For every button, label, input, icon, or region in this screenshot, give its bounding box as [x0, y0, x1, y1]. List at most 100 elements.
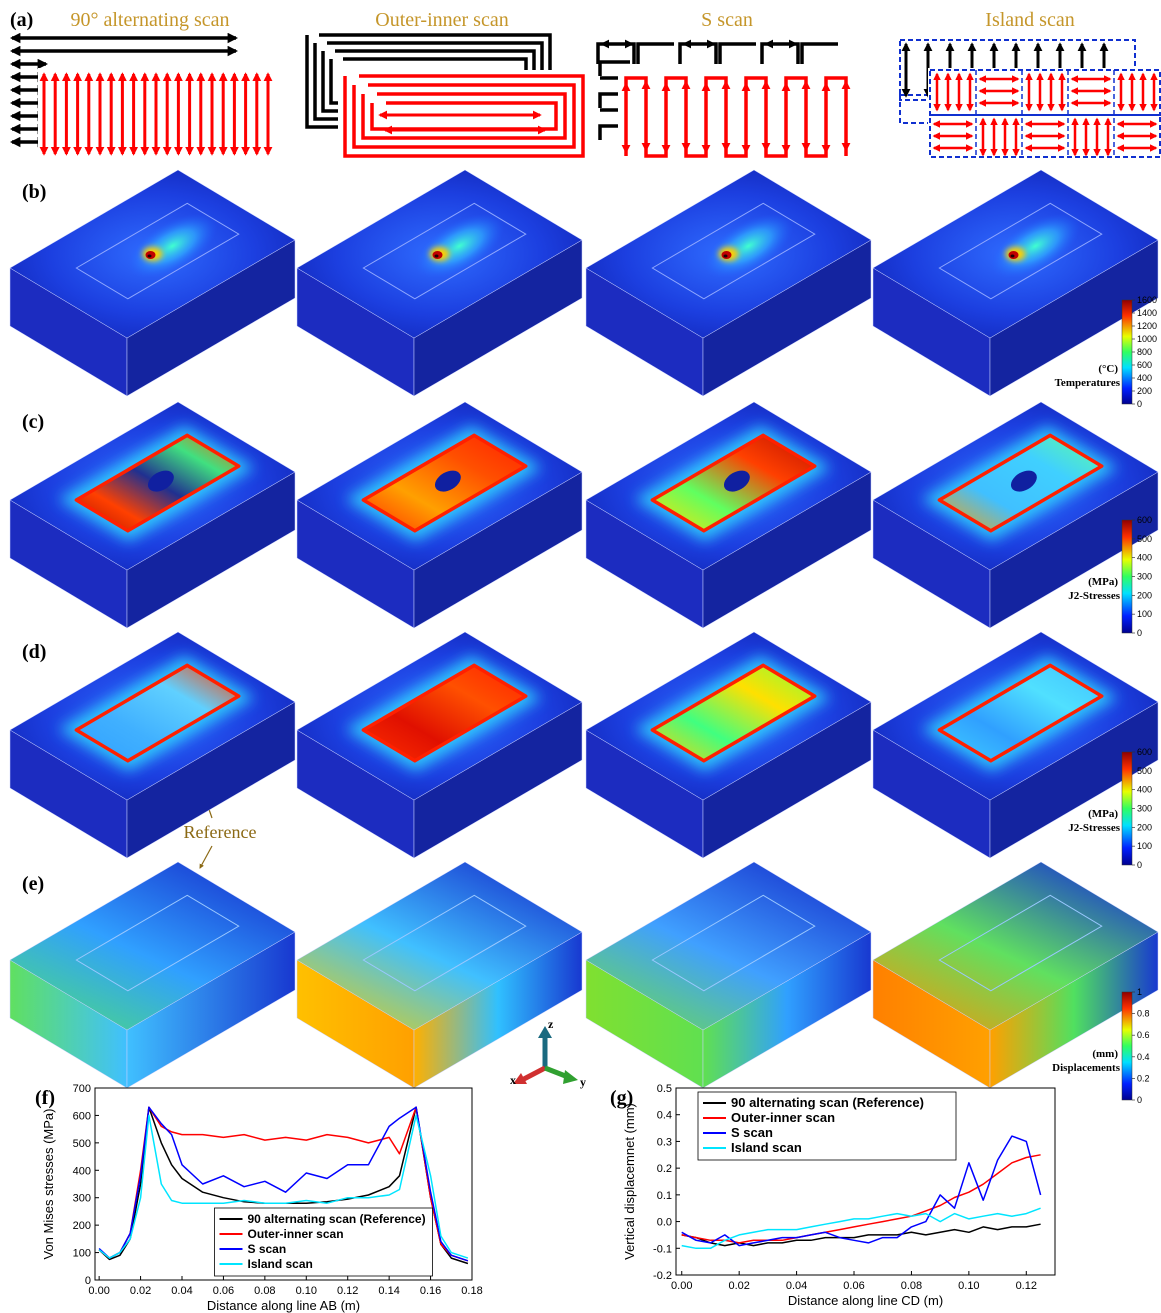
- x-tick-label: 0.14: [378, 1285, 399, 1297]
- colorbar-tick-label: 200: [1137, 590, 1152, 600]
- model-view: [585, 861, 872, 1089]
- x-axis-label: Distance along line CD (m): [788, 1293, 943, 1308]
- model-view: [9, 631, 296, 859]
- triad-x: [520, 1065, 547, 1083]
- colorbar-tick-label: 0: [1137, 399, 1142, 409]
- stress-field: [74, 663, 241, 763]
- print-outline: [75, 894, 240, 992]
- model-view: [296, 401, 583, 629]
- colorbar-tick-label: 0.2: [1137, 1073, 1150, 1083]
- panel-label: (e): [22, 873, 44, 895]
- island-box: [929, 114, 1161, 158]
- colorbar-tick-label: 0: [1137, 1095, 1142, 1105]
- legend-label: Outer-inner scan: [731, 1110, 835, 1125]
- model-view: [872, 401, 1159, 629]
- legend-label: 90 alternating scan (Reference): [731, 1095, 924, 1110]
- print-outline: [362, 894, 527, 992]
- melt-pool-center: [434, 254, 439, 258]
- colorbar-tick-label: 400: [1137, 373, 1152, 383]
- print-outline: [938, 202, 1103, 300]
- colorbar: 0 100 200 300 400 500 600 (MPa) J2-Stresses: [1068, 747, 1152, 870]
- triad-label: z: [548, 1017, 554, 1031]
- triad-x-head: [513, 1073, 527, 1084]
- colorbar-name: Displacements: [1052, 1062, 1121, 1074]
- series-line: [681, 1154, 1041, 1244]
- panel-label: (f): [35, 1087, 55, 1109]
- colorbar-unit: (MPa): [1088, 808, 1118, 820]
- slab-top: [585, 861, 872, 1031]
- colorbar-tick-label: 1200: [1137, 321, 1157, 331]
- panel-a: (a) 90° alternating scan Outer-inner sca…: [10, 9, 1075, 31]
- plot-frame: [675, 1087, 1056, 1276]
- y-tick-label: 0.1: [657, 1190, 672, 1202]
- colorbar-name: J2-Stresses: [1068, 822, 1120, 834]
- colorbar-unit: (MPa): [1088, 576, 1118, 588]
- print-outline: [651, 894, 816, 992]
- triad-y: [544, 1065, 569, 1080]
- y-axis-label: Von Mises stresses (MPa): [41, 1109, 56, 1260]
- colorbar-tick-label: 100: [1137, 609, 1152, 619]
- colorbar-tick-label: 200: [1137, 822, 1152, 832]
- series-line: [98, 1106, 469, 1262]
- legend-box: [214, 1207, 433, 1277]
- stress-field: [937, 663, 1104, 763]
- colorbar: 0 0.2 0.4 0.6 0.8 1 (mm) Displacements: [1052, 987, 1149, 1105]
- y-tick-label: 0.4: [657, 1110, 672, 1122]
- colorbar-tick-label: 300: [1137, 804, 1152, 814]
- melt-spot: [147, 470, 174, 492]
- scan-path: [636, 42, 674, 64]
- legend-label: S scan: [731, 1125, 773, 1140]
- colorbar-unit: (mm): [1092, 1048, 1118, 1060]
- y-tick-label: 100: [73, 1248, 91, 1260]
- x-tick-label: 0.10: [958, 1280, 979, 1292]
- scan-title: S scan: [701, 9, 753, 31]
- panel-label: (g): [610, 1087, 633, 1109]
- scan-diagrams: [9, 32, 1161, 162]
- melt-spot: [723, 470, 750, 492]
- y-tick-label: 200: [73, 1220, 91, 1232]
- colorbar-tick-label: 1: [1137, 987, 1142, 997]
- y-tick-label: 300: [73, 1193, 91, 1205]
- colorbar-bar: [1121, 299, 1133, 405]
- print-outline: [362, 202, 527, 300]
- y-tick-label: 0.3: [657, 1136, 672, 1148]
- scan-path: [343, 74, 585, 158]
- colorbar-tick-label: 400: [1137, 785, 1152, 795]
- y-tick-label: 0.0: [657, 1217, 672, 1229]
- legend-label: Island scan: [248, 1257, 313, 1271]
- melt-halo: [414, 213, 505, 279]
- model-view: [9, 401, 296, 629]
- triad-label: x: [510, 1073, 516, 1087]
- colorbar-tick-label: 500: [1137, 534, 1152, 544]
- scan-path: [352, 83, 576, 149]
- y-tick-label: 500: [73, 1138, 91, 1150]
- scan-path: [598, 60, 630, 76]
- colorbar-tick-label: 600: [1137, 360, 1152, 370]
- print-outline: [938, 894, 1103, 992]
- model-view: [9, 861, 296, 1089]
- colorbar-tick-label: 200: [1137, 386, 1152, 396]
- x-tick-label: 0.08: [901, 1280, 922, 1292]
- scan-path: [760, 42, 800, 64]
- triad-z-head: [538, 1026, 552, 1038]
- model-view: [872, 631, 1159, 859]
- scan-path: [718, 42, 756, 64]
- y-axis-label: Vertical displacemnet (mm): [622, 1103, 637, 1260]
- scan-path: [624, 76, 848, 158]
- triad-label: y: [580, 1075, 586, 1089]
- print-outline: [651, 202, 816, 300]
- print-outline: [75, 202, 240, 300]
- colorbar-tick-label: 0.6: [1137, 1030, 1150, 1040]
- model-view: [296, 631, 583, 859]
- colorbar-bar: [1121, 991, 1133, 1101]
- y-tick-label: 600: [73, 1110, 91, 1122]
- scan-title: Outer-inner scan: [375, 9, 508, 31]
- y-tick-label: 700: [73, 1083, 91, 1095]
- slab-top: [296, 861, 583, 1031]
- stress-field: [650, 663, 817, 763]
- melt-pool-center: [723, 254, 728, 258]
- slab-top: [872, 861, 1159, 1031]
- colorbar-tick-label: 300: [1137, 572, 1152, 582]
- colorbar-tick-label: 800: [1137, 347, 1152, 357]
